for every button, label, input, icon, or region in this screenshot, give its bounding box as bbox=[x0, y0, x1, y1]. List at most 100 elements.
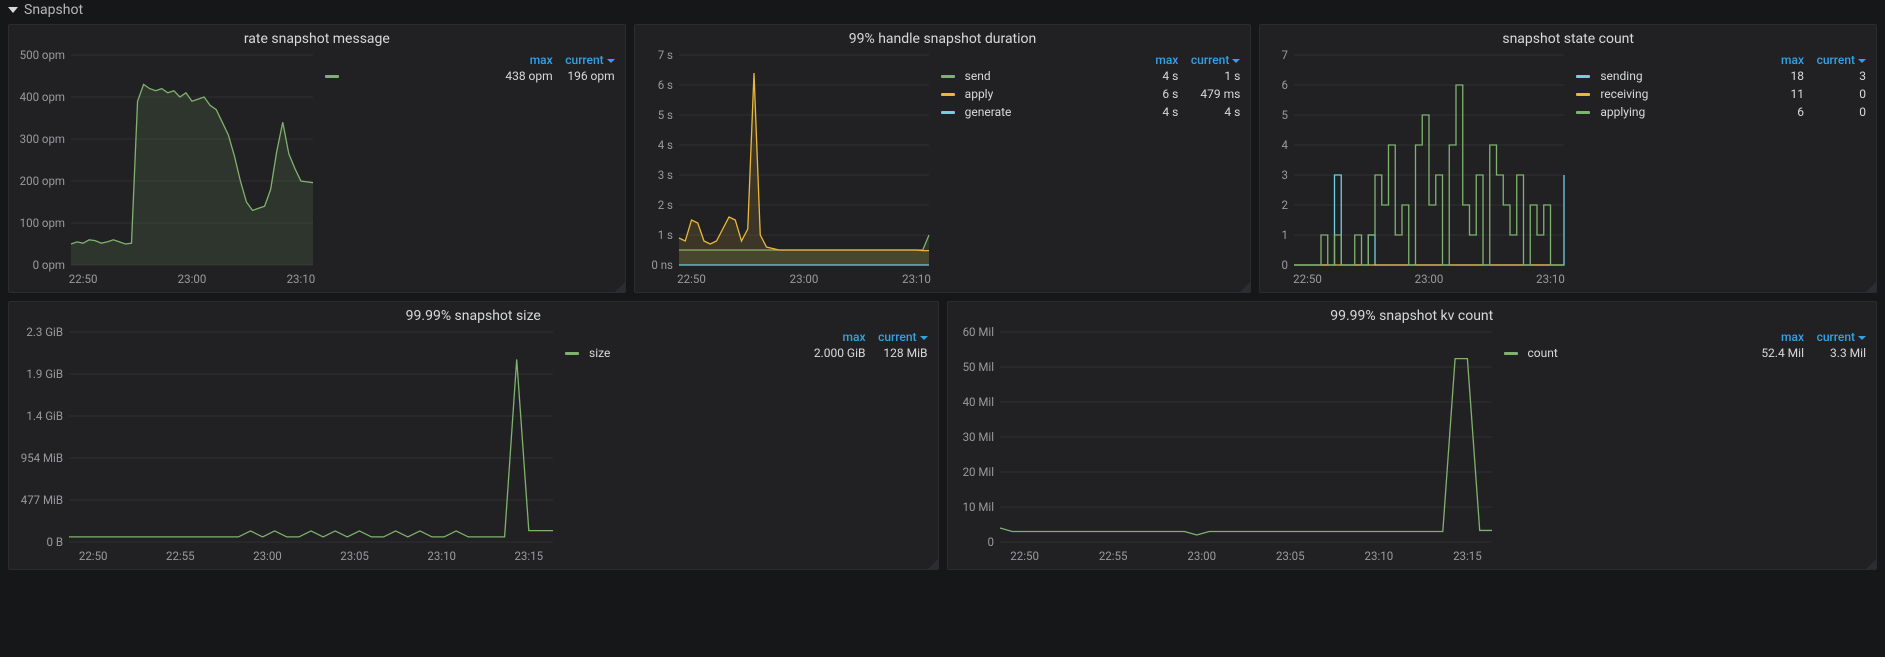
svg-text:23:10: 23:10 bbox=[427, 549, 456, 563]
legend-current-value: 4 s bbox=[1182, 105, 1240, 119]
legend-series-name: apply bbox=[959, 87, 1117, 101]
svg-text:5: 5 bbox=[1282, 108, 1289, 122]
legend-max-value: 6 s bbox=[1120, 87, 1178, 101]
legend-row[interactable]: size2.000 GiB128 MiB bbox=[565, 344, 928, 362]
legend-col-max[interactable]: max bbox=[1746, 53, 1804, 67]
legend-current-value: 128 MiB bbox=[870, 346, 928, 360]
svg-text:500 opm: 500 opm bbox=[20, 49, 65, 62]
panel-title: snapshot state count bbox=[1260, 25, 1876, 49]
legend-row[interactable]: sending183 bbox=[1576, 67, 1866, 85]
legend-current-value: 3 bbox=[1808, 69, 1866, 83]
panel-title: rate snapshot message bbox=[9, 25, 625, 49]
legend-row[interactable]: applying 60 bbox=[1576, 103, 1866, 121]
legend-current-value: 0 bbox=[1808, 105, 1866, 119]
legend-col-current[interactable]: current bbox=[1808, 53, 1866, 67]
legend-current-value: 1 s bbox=[1182, 69, 1240, 83]
panel-row-1: rate snapshot message 0 opm100 opm200 op… bbox=[0, 24, 1885, 301]
panel-kv-count[interactable]: 99.99% snapshot kv count 010 Mil20 Mil30… bbox=[947, 301, 1878, 570]
legend-max-value: 4 s bbox=[1120, 105, 1178, 119]
legend-col-max[interactable]: max bbox=[1734, 330, 1804, 344]
chart[interactable]: 0 ns1 s2 s3 s4 s5 s6 s7 s22:5023:0023:10 bbox=[635, 49, 935, 292]
legend-row[interactable]: apply6 s 479 ms bbox=[941, 85, 1241, 103]
svg-text:23:10: 23:10 bbox=[1364, 549, 1393, 563]
chart[interactable]: 0 B477 MiB954 MiB1.4 GiB1.9 GiB2.3 GiB22… bbox=[9, 326, 559, 569]
legend-max-value: 438 opm bbox=[495, 69, 553, 83]
svg-text:0: 0 bbox=[987, 535, 993, 549]
svg-text:22:55: 22:55 bbox=[166, 549, 195, 563]
svg-text:23:00: 23:00 bbox=[1415, 272, 1444, 286]
svg-text:30 Mil: 30 Mil bbox=[962, 430, 993, 444]
svg-text:7 s: 7 s bbox=[657, 49, 672, 62]
svg-text:477 MiB: 477 MiB bbox=[21, 493, 63, 507]
legend-col-current[interactable]: current bbox=[870, 330, 928, 344]
legend-series-name: send bbox=[959, 69, 1117, 83]
chart[interactable]: 0123456722:5023:0023:10 bbox=[1260, 49, 1570, 292]
svg-text:2 s: 2 s bbox=[657, 198, 672, 212]
svg-text:3: 3 bbox=[1282, 168, 1288, 182]
legend-col-current[interactable]: current bbox=[557, 53, 615, 67]
legend-series-name: applying bbox=[1594, 105, 1742, 119]
legend: max current send4 s1 sapply6 s479 msgene… bbox=[935, 49, 1251, 292]
svg-text:1.4 GiB: 1.4 GiB bbox=[26, 409, 63, 423]
svg-text:100 opm: 100 opm bbox=[20, 216, 65, 230]
chart[interactable]: 0 opm100 opm200 opm300 opm400 opm500 opm… bbox=[9, 49, 319, 292]
panel-title: 99.99% snapshot kv count bbox=[948, 302, 1877, 326]
resize-handle[interactable] bbox=[615, 282, 625, 292]
resize-handle[interactable] bbox=[1866, 559, 1876, 569]
svg-text:22:50: 22:50 bbox=[1294, 272, 1323, 286]
panel-title: 99% handle snapshot duration bbox=[635, 25, 1251, 49]
legend-current-value: 3.3 Mil bbox=[1808, 346, 1866, 360]
panel-title: 99.99% snapshot size bbox=[9, 302, 938, 326]
panel-state-count[interactable]: snapshot state count 0123456722:5023:002… bbox=[1259, 24, 1877, 293]
svg-text:10 Mil: 10 Mil bbox=[962, 500, 993, 514]
svg-text:23:00: 23:00 bbox=[789, 272, 818, 286]
legend-col-max[interactable]: max bbox=[796, 330, 866, 344]
svg-text:0 opm: 0 opm bbox=[33, 258, 65, 272]
legend-max-value: 2.000 GiB bbox=[796, 346, 866, 360]
svg-text:4 s: 4 s bbox=[657, 138, 672, 152]
svg-text:50 Mil: 50 Mil bbox=[962, 360, 993, 374]
legend: max current count52.4 Mil3.3 Mil bbox=[1498, 326, 1877, 569]
svg-text:5 s: 5 s bbox=[657, 108, 672, 122]
svg-text:23:10: 23:10 bbox=[902, 272, 931, 286]
panel-row-2: 99.99% snapshot size 0 B477 MiB954 MiB1.… bbox=[0, 301, 1885, 578]
svg-text:22:50: 22:50 bbox=[79, 549, 108, 563]
legend-series-name: generate bbox=[959, 105, 1117, 119]
legend-col-current[interactable]: current bbox=[1808, 330, 1866, 344]
legend-max-value: 52.4 Mil bbox=[1734, 346, 1804, 360]
legend-row[interactable]: send4 s 1 s bbox=[941, 67, 1241, 85]
svg-text:60 Mil: 60 Mil bbox=[962, 326, 993, 339]
legend-max-value: 6 bbox=[1746, 105, 1804, 119]
panel-rate-snapshot[interactable]: rate snapshot message 0 opm100 opm200 op… bbox=[8, 24, 626, 293]
resize-handle[interactable] bbox=[1240, 282, 1250, 292]
legend: max current sending183receiving110applyi… bbox=[1570, 49, 1876, 292]
panel-snapshot-size[interactable]: 99.99% snapshot size 0 B477 MiB954 MiB1.… bbox=[8, 301, 939, 570]
resize-handle[interactable] bbox=[1866, 282, 1876, 292]
section-header[interactable]: Snapshot bbox=[0, 0, 1885, 24]
legend-col-max[interactable]: max bbox=[495, 53, 553, 67]
svg-text:400 opm: 400 opm bbox=[20, 90, 65, 104]
panel-handle-duration[interactable]: 99% handle snapshot duration 0 ns1 s2 s3… bbox=[634, 24, 1252, 293]
chart[interactable]: 010 Mil20 Mil30 Mil40 Mil50 Mil60 Mil22:… bbox=[948, 326, 1498, 569]
legend-row[interactable]: count52.4 Mil3.3 Mil bbox=[1504, 344, 1867, 362]
legend-col-max[interactable]: max bbox=[1120, 53, 1178, 67]
chevron-down-icon bbox=[8, 7, 18, 13]
legend-current-value: 479 ms bbox=[1182, 87, 1240, 101]
legend-max-value: 4 s bbox=[1120, 69, 1178, 83]
legend-series-name: receiving bbox=[1594, 87, 1742, 101]
svg-text:7: 7 bbox=[1282, 49, 1288, 62]
legend-col-current[interactable]: current bbox=[1182, 53, 1240, 67]
svg-text:22:50: 22:50 bbox=[677, 272, 706, 286]
svg-text:22:55: 22:55 bbox=[1098, 549, 1127, 563]
svg-text:22:50: 22:50 bbox=[1010, 549, 1039, 563]
svg-text:22:50: 22:50 bbox=[69, 272, 98, 286]
resize-handle[interactable] bbox=[928, 559, 938, 569]
svg-text:2: 2 bbox=[1282, 198, 1289, 212]
svg-text:23:05: 23:05 bbox=[340, 549, 369, 563]
legend-row[interactable]: 438 opm196 opm bbox=[325, 67, 615, 85]
svg-text:23:00: 23:00 bbox=[1187, 549, 1216, 563]
svg-text:300 opm: 300 opm bbox=[20, 132, 65, 146]
legend-row[interactable]: generate4 s4 s bbox=[941, 103, 1241, 121]
legend-row[interactable]: receiving110 bbox=[1576, 85, 1866, 103]
svg-text:0 B: 0 B bbox=[47, 535, 63, 549]
